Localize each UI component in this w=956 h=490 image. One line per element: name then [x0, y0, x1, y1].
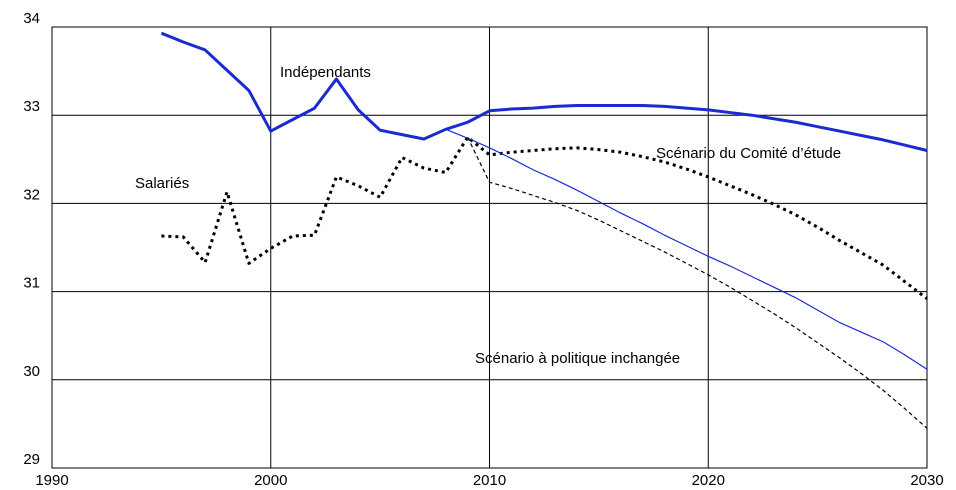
x-tick-label: 2000: [254, 472, 287, 489]
y-tick-label: 31: [23, 275, 40, 292]
x-tick-label: 2020: [692, 472, 725, 489]
series-label: Salariés: [135, 175, 189, 192]
y-tick-label: 34: [23, 10, 40, 27]
y-tick-label: 30: [23, 363, 40, 380]
x-tick-label: 1990: [35, 472, 68, 489]
annotation: Scénario du Comité d’étude: [656, 145, 841, 162]
y-tick-label: 33: [23, 98, 40, 115]
series-label: Indépendants: [280, 64, 371, 81]
annotation: Scénario à politique inchangée: [475, 350, 680, 367]
y-tick-label: 29: [23, 451, 40, 468]
x-tick-label: 2010: [473, 472, 506, 489]
x-tick-label: 2030: [910, 472, 943, 489]
y-tick-label: 32: [23, 186, 40, 203]
plot-frame: [51, 26, 928, 469]
series-line: [467, 136, 928, 429]
series-line: [161, 135, 928, 300]
series-line: [160, 31, 928, 152]
series-line: [445, 128, 928, 370]
